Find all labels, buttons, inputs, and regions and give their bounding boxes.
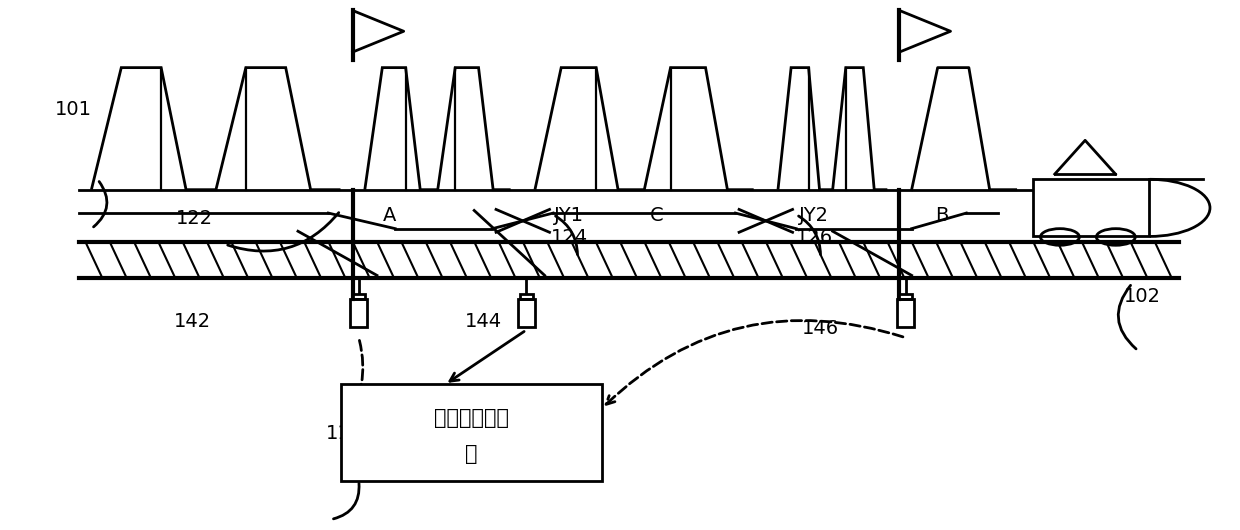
Text: 地面过分相装: 地面过分相装 [434, 408, 508, 428]
Text: JY1: JY1 [554, 206, 584, 225]
Text: 146: 146 [802, 319, 839, 338]
Text: 124: 124 [551, 228, 588, 248]
Bar [1033, 179, 1148, 236]
Bar [897, 299, 914, 328]
Bar [350, 299, 367, 328]
Bar [521, 294, 532, 299]
Polygon shape [899, 11, 951, 52]
Polygon shape [352, 11, 404, 52]
Text: 126: 126 [796, 228, 833, 248]
Text: 142: 142 [174, 312, 211, 331]
Text: C: C [650, 206, 663, 225]
Text: 101: 101 [55, 100, 92, 119]
Bar [899, 294, 911, 299]
Text: B: B [935, 206, 949, 225]
Text: 122: 122 [176, 209, 213, 228]
Text: 11: 11 [326, 425, 351, 443]
Bar [341, 384, 601, 481]
Text: A: A [382, 206, 396, 225]
Text: 置: 置 [465, 444, 477, 464]
Text: 102: 102 [1123, 287, 1161, 306]
Text: 144: 144 [465, 312, 502, 331]
Bar [352, 294, 365, 299]
Bar [518, 299, 534, 328]
Text: JY2: JY2 [800, 206, 830, 225]
